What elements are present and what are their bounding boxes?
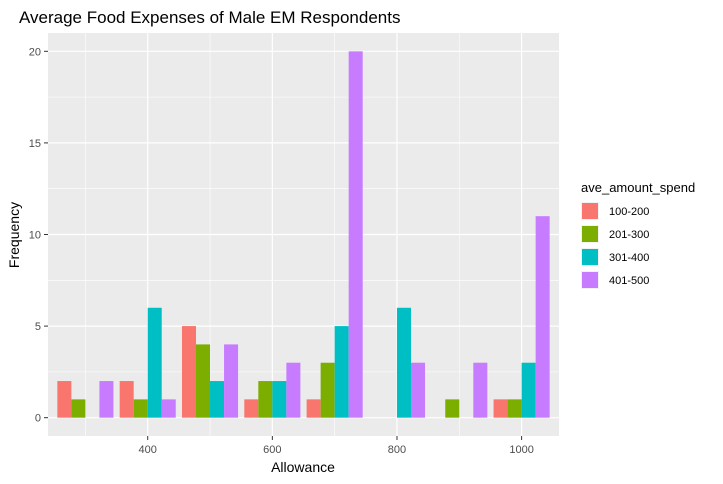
y-tick-label: 0 <box>35 413 41 425</box>
bar-301-400-600 <box>272 381 287 418</box>
bar-201-300-500 <box>196 344 211 418</box>
bar-201-300-700 <box>320 362 335 418</box>
x-tick-label: 600 <box>263 444 281 456</box>
bar-401-500-1000 <box>535 216 550 418</box>
bar-100-200-300 <box>57 381 72 418</box>
bar-401-500-900 <box>473 362 488 418</box>
bar-201-300-600 <box>258 381 273 418</box>
legend-swatch-401-500 <box>582 272 598 288</box>
legend-label: 401-500 <box>609 275 649 287</box>
legend-label: 201-300 <box>609 229 649 241</box>
bar-401-500-800 <box>410 362 426 418</box>
bar-100-200-500 <box>181 326 197 418</box>
x-tick-label: 400 <box>139 444 157 456</box>
bar-301-400-500 <box>210 381 225 418</box>
bar-100-200-1000 <box>493 399 508 418</box>
y-tick-label: 10 <box>29 230 41 242</box>
bar-301-400-1000 <box>521 362 536 418</box>
legend-title: ave_amount_spend <box>581 180 695 195</box>
bar-201-300-400 <box>133 399 148 418</box>
y-axis: 0 5 10 15 20 <box>29 46 48 425</box>
major-gridlines <box>48 33 559 436</box>
bar-401-500-500 <box>224 344 239 418</box>
bar-301-400-700 <box>334 326 349 418</box>
x-axis-title: Allowance <box>271 459 335 475</box>
bar-301-400-400 <box>147 307 162 418</box>
x-tick-label: 1000 <box>509 444 533 456</box>
y-tick-label: 20 <box>29 46 41 58</box>
bar-401-500-400 <box>161 399 176 418</box>
x-tick-label: 800 <box>388 444 406 456</box>
bars <box>57 51 550 418</box>
bar-100-200-600 <box>244 399 259 418</box>
bar-100-200-700 <box>306 399 321 418</box>
x-axis: 400 600 800 1000 <box>139 436 534 456</box>
y-tick-label: 5 <box>35 321 41 333</box>
legend-label: 301-400 <box>609 252 649 264</box>
legend-swatch-301-400 <box>582 249 598 265</box>
legend: ave_amount_spend 100-200 201-300 301-400 40… <box>581 180 695 289</box>
legend-swatch-100-200 <box>582 203 598 219</box>
chart-title: Average Food Expenses of Male EM Respond… <box>19 8 400 27</box>
bar-201-300-300 <box>71 399 86 418</box>
bar-201-300-1000 <box>507 399 522 418</box>
legend-label: 100-200 <box>609 206 649 218</box>
bar-401-500-300 <box>99 381 114 418</box>
bar-301-400-800 <box>396 307 411 418</box>
legend-swatch-201-300 <box>582 226 598 242</box>
bar-401-500-600 <box>286 362 301 418</box>
bar-100-200-400 <box>119 381 134 418</box>
bar-401-500-700 <box>348 51 363 418</box>
y-tick-label: 15 <box>29 138 41 150</box>
bar-201-300-900 <box>445 399 460 418</box>
y-axis-title: Frequency <box>6 202 22 268</box>
